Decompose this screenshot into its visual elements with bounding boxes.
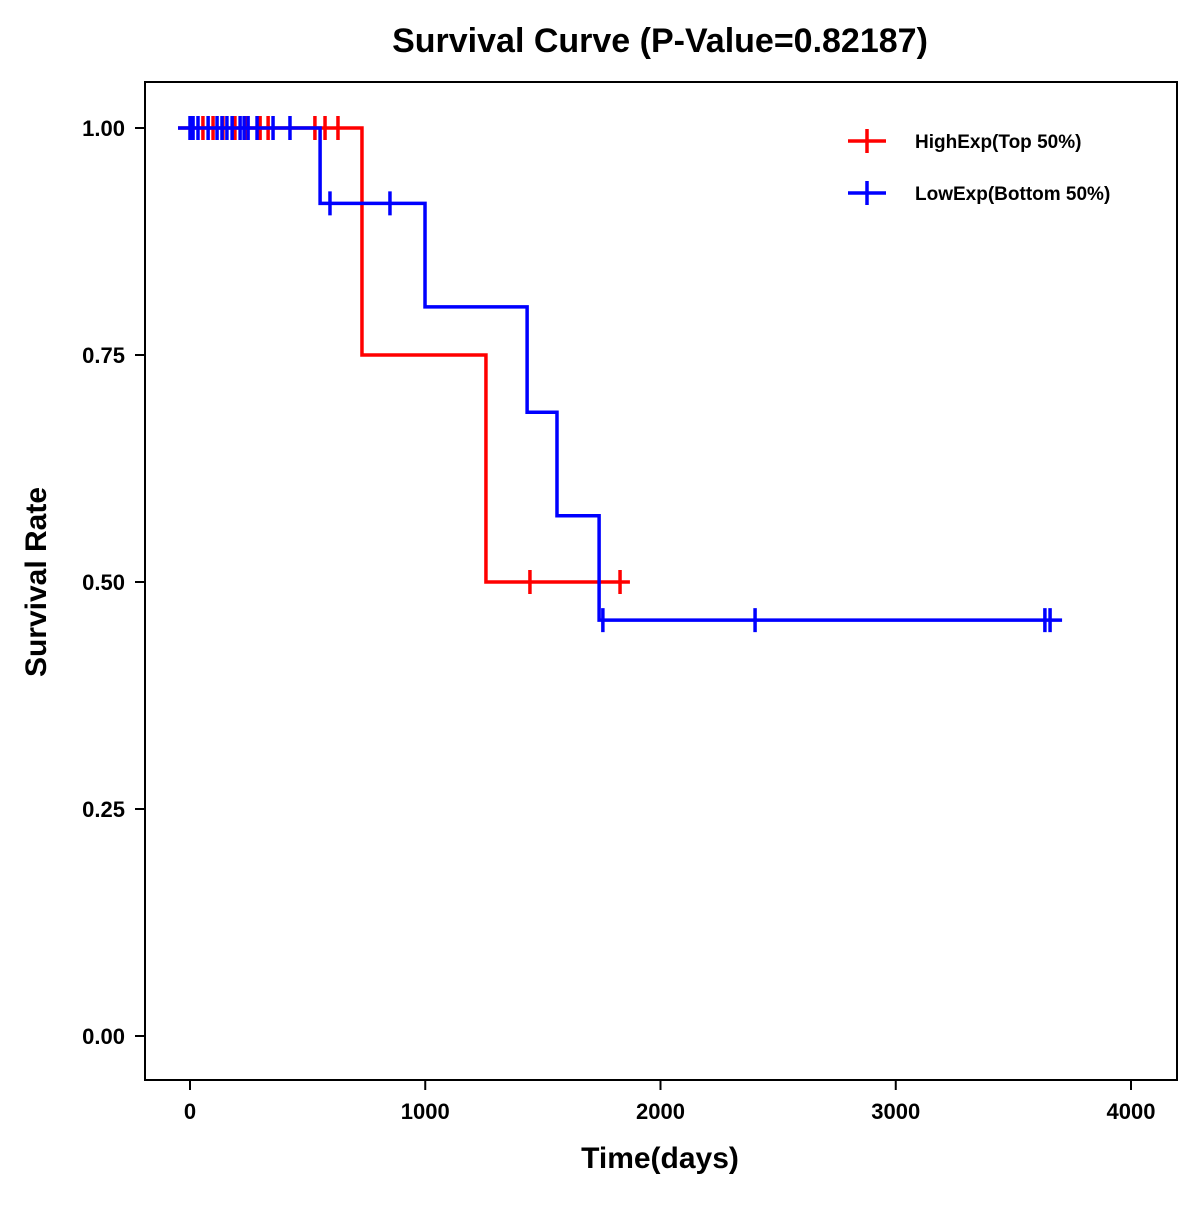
legend: HighExp(Top 50%) LowExp(Bottom 50%) (848, 129, 1110, 205)
x-tick-label: 1000 (401, 1099, 450, 1124)
legend-key-high (848, 129, 886, 153)
x-tick-label: 2000 (636, 1099, 685, 1124)
y-tick-label: 0.00 (82, 1024, 125, 1049)
chart-title: Survival Curve (P-Value=0.82187) (392, 22, 928, 60)
y-tick-label: 1.00 (82, 116, 125, 141)
x-axis: 0 1000 2000 3000 4000 (184, 1080, 1156, 1124)
survival-line-low (178, 126, 1063, 622)
y-axis-label: Survival Rate (20, 487, 53, 677)
y-tick-label: 0.75 (82, 343, 125, 368)
x-tick-label: 0 (184, 1099, 196, 1124)
survival-line-high (178, 126, 630, 584)
x-axis-label: Time(days) (581, 1142, 739, 1175)
y-axis: 0.00 0.25 0.50 0.75 1.00 (82, 116, 145, 1049)
legend-key-low (848, 181, 886, 205)
legend-label: LowExp(Bottom 50%) (915, 184, 1110, 205)
plot-frame (144, 81, 1178, 1081)
y-tick-label: 0.25 (82, 797, 125, 822)
survival-curves (178, 116, 1063, 633)
legend-label: HighExp(Top 50%) (915, 132, 1081, 153)
y-tick-label: 0.50 (82, 570, 125, 595)
x-tick-label: 4000 (1107, 1099, 1156, 1124)
x-tick-label: 3000 (871, 1099, 920, 1124)
